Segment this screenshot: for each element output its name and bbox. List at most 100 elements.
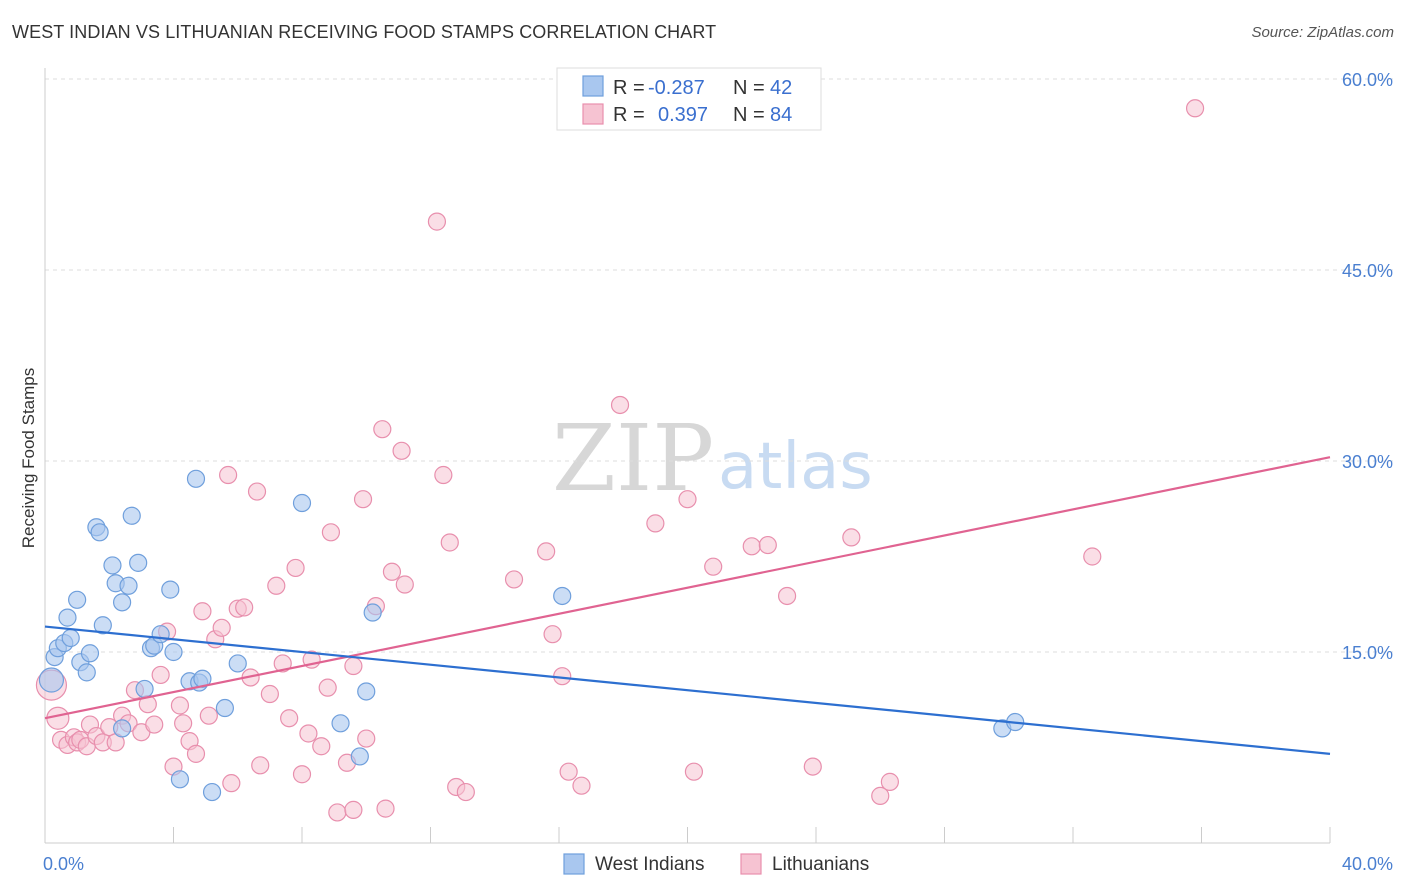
lithuanians-point bbox=[646, 514, 665, 533]
legend-n-label-lith: N = bbox=[733, 104, 765, 126]
lithuanians-point bbox=[392, 441, 411, 460]
lithuanians-point bbox=[286, 558, 305, 578]
lithuanians-point bbox=[880, 772, 899, 791]
west-indians-point bbox=[61, 628, 80, 648]
lithuanians-point bbox=[456, 782, 475, 802]
lithuanians-trend-line bbox=[44, 456, 1331, 720]
lithuanians-point bbox=[803, 757, 822, 776]
west-indians-point bbox=[90, 523, 109, 542]
lithuanians-point bbox=[434, 465, 453, 485]
lithuanians-point bbox=[559, 762, 578, 781]
west-indians-point bbox=[58, 608, 77, 627]
lithuanians-point bbox=[260, 684, 279, 704]
lithuanians-point bbox=[344, 656, 363, 676]
lithuanians-point bbox=[704, 557, 723, 576]
watermark: ZIP atlas bbox=[552, 405, 873, 512]
west-indians-point bbox=[170, 770, 190, 789]
legend-swatch-west-indians bbox=[582, 75, 604, 97]
lithuanians-point bbox=[312, 737, 331, 756]
lithuanians-point bbox=[222, 774, 241, 793]
lithuanians-point bbox=[357, 729, 376, 748]
legend-r-value-west: -0.287 bbox=[648, 77, 705, 99]
west-indians-point bbox=[164, 642, 183, 662]
west-indians-point bbox=[292, 493, 312, 513]
west-indians-point bbox=[228, 654, 247, 673]
lithuanians-point bbox=[193, 602, 212, 621]
y-tick-label: 45.0% bbox=[1342, 261, 1393, 281]
lithuanians-point bbox=[373, 420, 392, 439]
y-tick-label: 15.0% bbox=[1342, 643, 1393, 663]
y-tick-labels: 15.0% 30.0% 45.0% 60.0% bbox=[1342, 70, 1393, 663]
west-indians-point bbox=[186, 469, 206, 488]
lithuanians-point bbox=[151, 665, 170, 685]
west-indians-point bbox=[357, 682, 376, 701]
bottom-legend-label-lithuanians: Lithuanians bbox=[772, 854, 869, 875]
lithuanians-point bbox=[610, 395, 630, 415]
x-tick-label: 40.0% bbox=[1342, 854, 1393, 874]
west-indians-point bbox=[363, 603, 382, 622]
west-indians-point bbox=[129, 553, 148, 572]
axes bbox=[44, 68, 1331, 844]
west-indians-point bbox=[350, 747, 369, 766]
lithuanians-point bbox=[170, 696, 190, 715]
x-tick-labels: 0.0% 40.0% bbox=[43, 854, 1393, 874]
west-indians-point bbox=[112, 593, 132, 612]
lithuanians-point bbox=[395, 575, 414, 594]
lithuanians-point bbox=[504, 570, 524, 589]
west-indians-trend-line bbox=[44, 625, 1331, 755]
legend-r-value-lith: 0.397 bbox=[658, 104, 708, 126]
lithuanians-point bbox=[684, 762, 704, 781]
series-legend: West Indians Lithuanians bbox=[563, 853, 869, 875]
bottom-legend-label-west-indians: West Indians bbox=[595, 854, 704, 875]
legend-n-label-west: N = bbox=[733, 77, 765, 99]
lithuanians-point bbox=[174, 714, 193, 733]
lithuanians-point bbox=[376, 799, 395, 818]
y-axis-title: Receiving Food Stamps bbox=[19, 368, 38, 548]
lithuanians-point bbox=[382, 562, 402, 581]
lithuanians-point bbox=[318, 678, 337, 697]
x-tick-label: 0.0% bbox=[43, 854, 84, 874]
lithuanians-point bbox=[440, 533, 459, 552]
west-indians-point bbox=[80, 644, 100, 663]
legend-r-label-west: R = bbox=[613, 77, 645, 99]
west-indians-point bbox=[103, 556, 122, 575]
legend-n-value-west: 42 bbox=[770, 77, 792, 99]
lithuanians-point bbox=[353, 490, 373, 509]
lithuanians-point bbox=[280, 709, 299, 728]
lithuanians-point bbox=[777, 586, 797, 606]
lithuanians-point bbox=[1083, 547, 1102, 566]
legend-n-value-lith: 84 bbox=[770, 104, 792, 126]
lithuanians-point bbox=[199, 706, 218, 725]
lithuanians-point bbox=[742, 537, 761, 556]
west-indians-point bbox=[553, 586, 572, 606]
lithuanians-point bbox=[251, 756, 270, 775]
west-indians-point bbox=[93, 616, 112, 635]
lithuanians-point bbox=[678, 490, 697, 509]
lithuanians-point bbox=[186, 744, 206, 763]
lithuanians-point bbox=[247, 482, 267, 501]
bottom-legend-swatch-west-indians bbox=[563, 853, 585, 875]
west-indians-point bbox=[68, 590, 87, 609]
west-indians-point bbox=[119, 576, 138, 595]
legend-r-label-lith: R = bbox=[613, 104, 645, 126]
correlation-legend: R = -0.287 N = 42 R = 0.397 N = 84 bbox=[556, 67, 822, 131]
lithuanians-point bbox=[758, 535, 777, 555]
west-indians-point bbox=[77, 663, 96, 682]
lithuanians-point bbox=[344, 800, 363, 819]
lithuanians-point bbox=[427, 212, 447, 231]
lithuanians-point bbox=[235, 598, 254, 617]
west-indians-point bbox=[161, 580, 180, 599]
lithuanians-point bbox=[572, 776, 591, 795]
lithuanians-point bbox=[328, 803, 347, 822]
lithuanians-point bbox=[299, 724, 318, 743]
west-indians-point bbox=[151, 625, 170, 644]
lithuanians-point bbox=[219, 465, 238, 485]
west-indians-point bbox=[38, 667, 65, 693]
chart-title: WEST INDIAN VS LITHUANIAN RECEIVING FOOD… bbox=[12, 22, 717, 42]
lithuanians-point bbox=[321, 523, 341, 542]
lithuanians-point bbox=[212, 618, 231, 637]
source-label: Source: ZipAtlas.com bbox=[1251, 24, 1394, 41]
trend-lines bbox=[44, 456, 1331, 755]
y-tick-label: 30.0% bbox=[1342, 452, 1393, 472]
